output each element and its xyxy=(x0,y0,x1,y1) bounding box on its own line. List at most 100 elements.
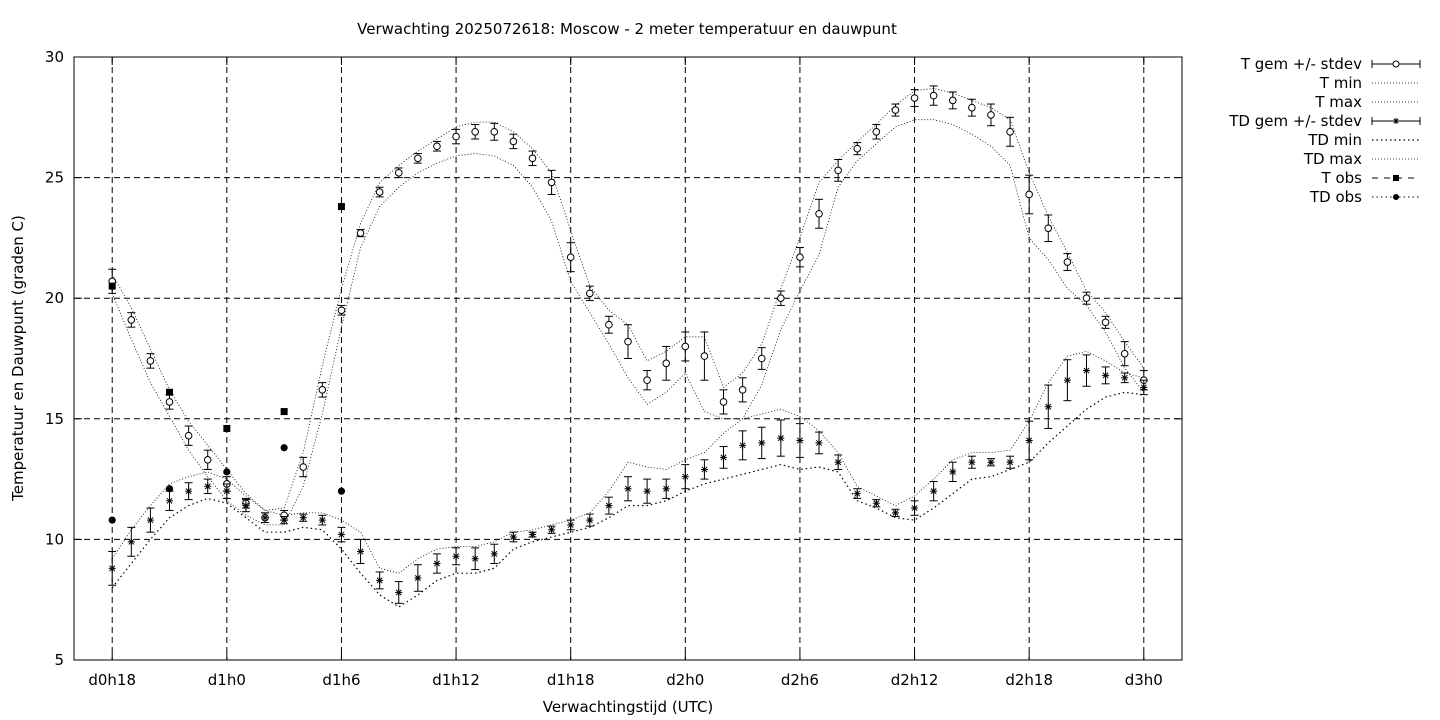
legend-entry: TD obs xyxy=(1309,188,1420,206)
t-mean-point xyxy=(184,431,193,440)
x-tick-label: d1h6 xyxy=(322,671,360,689)
td-mean-point xyxy=(1044,403,1052,411)
asterisk-stroke xyxy=(892,509,899,516)
asterisk-stroke xyxy=(204,483,211,490)
y-tick-label: 30 xyxy=(45,48,64,66)
asterisk-stroke xyxy=(1064,377,1071,384)
t-mean-point xyxy=(490,127,499,136)
y-tick-label: 25 xyxy=(45,169,64,187)
asterisk-stroke xyxy=(166,497,173,504)
asterisk-stroke xyxy=(586,517,593,524)
td-mean-point xyxy=(395,588,403,596)
asterisk-stroke xyxy=(605,502,612,509)
td-mean-point xyxy=(624,485,632,493)
y-tick-label: 15 xyxy=(45,410,64,428)
td-mean-point xyxy=(1063,376,1071,384)
asterisk-stroke xyxy=(625,485,631,492)
t-mean-point xyxy=(1006,127,1014,136)
t-mean-point xyxy=(643,376,651,385)
td-obs-point xyxy=(108,516,116,524)
t-mean-point xyxy=(471,127,479,136)
legend-marker xyxy=(1393,194,1399,200)
td-mean-point xyxy=(528,531,536,539)
td-obs-point xyxy=(165,485,174,493)
y-axis-ticks: 5 10 15 20 25 30 xyxy=(45,48,1182,669)
td-mean-point xyxy=(414,574,422,582)
t-mean-point xyxy=(948,96,957,105)
td-mean-point xyxy=(146,516,154,524)
x-tick-label: d2h12 xyxy=(891,671,939,689)
asterisk-stroke xyxy=(644,488,651,495)
asterisk-stroke xyxy=(510,534,517,540)
grid-lines xyxy=(74,57,1182,660)
asterisk-stroke xyxy=(930,488,937,495)
asterisk-stroke xyxy=(1007,459,1014,466)
td-mean-point xyxy=(739,441,747,449)
t-mean-point xyxy=(968,103,976,112)
t-obs-point xyxy=(166,388,174,396)
asterisk-stroke xyxy=(242,502,249,509)
t-mean-point xyxy=(394,168,403,177)
asterisk-stroke xyxy=(491,550,498,557)
t-mean-point xyxy=(929,91,938,100)
legend-entry: T obs xyxy=(1321,169,1420,187)
asterisk-stroke xyxy=(567,521,574,528)
legend-marker xyxy=(1392,60,1400,68)
asterisk-stroke xyxy=(262,514,269,521)
t-mean-point xyxy=(1044,224,1053,233)
legend-label: TD gem +/- stdev xyxy=(1228,112,1362,130)
td-mean-point xyxy=(720,453,728,461)
chart-title: Verwachting 2025072618: Moscow - 2 meter… xyxy=(357,20,897,38)
t-mean-point xyxy=(662,359,671,368)
x-tick-label: d1h12 xyxy=(432,671,480,689)
td-mean-point xyxy=(949,468,957,476)
td-mean-point xyxy=(968,458,976,466)
legend-marker xyxy=(1393,118,1399,124)
td-mean-point xyxy=(357,547,365,555)
td-mean-point xyxy=(777,434,785,442)
legend-label: TD max xyxy=(1303,150,1362,168)
td-mean-point xyxy=(911,504,919,512)
td-mean-point xyxy=(242,502,250,510)
td-mean-point xyxy=(1006,458,1014,466)
t-mean-point xyxy=(777,294,785,303)
td-mean-point xyxy=(1102,371,1110,379)
asterisk-stroke xyxy=(472,555,479,562)
td-mean-point xyxy=(681,473,689,481)
t-mean-point xyxy=(356,229,365,237)
t-mean-point xyxy=(681,342,690,351)
td-mean-point xyxy=(1140,383,1148,391)
t-mean-point xyxy=(165,398,174,406)
t-mean-point xyxy=(1082,294,1091,303)
asterisk-stroke xyxy=(911,505,918,512)
t-mean-point xyxy=(910,94,919,102)
td-mean-point xyxy=(987,458,995,466)
x-tick-label: d0h18 xyxy=(88,671,136,689)
legend-marker xyxy=(1393,175,1399,181)
asterisk-stroke xyxy=(1045,403,1052,410)
td-mean-point xyxy=(662,485,670,493)
asterisk-stroke xyxy=(147,517,154,524)
legend-entry: T gem +/- stdev xyxy=(1240,55,1421,73)
t-mean-point xyxy=(146,357,155,365)
legend-label: T gem +/- stdev xyxy=(1240,55,1362,73)
t-mean-point xyxy=(853,144,862,153)
asterisk-stroke xyxy=(758,439,765,446)
td-mean-point xyxy=(261,514,269,522)
asterisk-stroke xyxy=(414,575,421,581)
series-td-max-line xyxy=(111,350,1144,574)
asterisk-stroke xyxy=(1102,372,1109,379)
t-mean-point xyxy=(1063,258,1072,266)
series-t-max-line xyxy=(111,87,1145,511)
asterisk-stroke xyxy=(949,468,956,475)
asterisk-stroke xyxy=(185,488,192,495)
asterisk-stroke xyxy=(300,514,307,521)
td-mean-point xyxy=(872,499,880,507)
td-mean-point xyxy=(853,490,861,498)
t-mean-point xyxy=(547,178,556,187)
series-t-min-line xyxy=(111,119,1145,526)
td-mean-point xyxy=(509,533,517,541)
td-obs-point xyxy=(337,487,346,495)
